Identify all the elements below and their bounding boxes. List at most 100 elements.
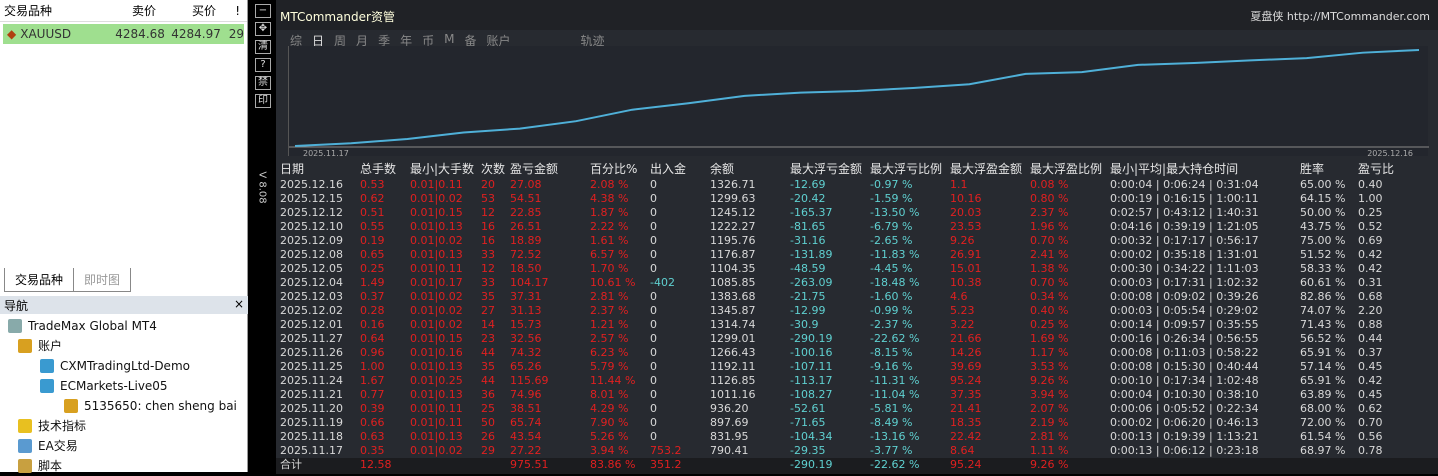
server-icon [40,379,54,393]
cell: 35 [481,290,495,303]
cell: 0 [650,430,657,443]
cell: 26 [481,430,495,443]
toolbar-button[interactable]: ✥ [255,22,271,36]
col-ask[interactable]: 买价 [191,4,216,18]
period-tab[interactable]: 备 [464,34,477,48]
table-row: 2025.12.05 0.25 0.01|0.11 12 18.50 1.70 % 0 110… [276,262,1438,276]
close-icon[interactable]: × [233,297,244,311]
cell: 18.35 [950,416,982,429]
cell: 0.69 [1358,234,1383,247]
tab-symbols[interactable]: 交易品种 [4,268,75,292]
cell: 0 [650,346,657,359]
cell: 15.01 [950,262,982,275]
nav-item[interactable]: 5135650: chen sheng bai [0,396,248,416]
cell: 6.23 % [590,346,629,359]
nav-item[interactable]: 技术指标 [0,416,248,436]
cell: -290.19 [790,332,833,345]
nav-item[interactable]: EA交易 [0,436,248,456]
cell: 0.01|0.11 [410,416,463,429]
cell: 0.53 [360,178,385,191]
cell: 0 [650,178,657,191]
cell: 0.25 % [1030,318,1069,331]
period-tab[interactable]: 账户 [486,34,511,48]
cell: 1.21 % [590,318,629,331]
cell: -81.65 [790,220,826,233]
toolbar-button[interactable]: − [255,4,271,18]
spread: 29 [228,27,244,41]
toolbar-button[interactable]: 禁 [255,76,271,90]
cell: 0.63 [360,430,385,443]
cell: 0:00:10 | 0:17:34 | 1:02:48 [1110,374,1259,387]
toolbar-button[interactable]: ? [255,58,271,72]
cell: 31.13 [510,304,542,317]
cell: 最小|大手数 [410,162,475,176]
col-spread[interactable]: ! [235,3,240,18]
nav-item[interactable]: 脚本 [0,456,248,476]
cell: 0:00:04 | 0:06:24 | 0:31:04 [1110,178,1259,191]
cell: 0.77 [360,388,385,401]
cell: 20.03 [950,206,982,219]
cell: 14.26 [950,346,982,359]
cell: 1176.87 [710,248,756,261]
cell: 44 [481,374,495,387]
cell: 15.73 [510,318,542,331]
cell: 0:00:16 | 0:26:34 | 0:56:55 [1110,332,1259,345]
cell: 2025.12.04 [280,276,343,289]
period-tab[interactable]: 季 [378,34,391,48]
cell: -1.60 % [870,290,913,303]
cell: -0.99 % [870,304,913,317]
cell: 0.01|0.13 [410,360,463,373]
cell: 2.08 % [590,178,629,191]
cell: 21.41 [950,402,982,415]
cell: 2025.12.02 [280,304,343,317]
nav-item[interactable]: 账户 [0,336,248,356]
cell: 7.90 % [590,416,629,429]
toolbar-button[interactable]: 清 [255,40,271,54]
cell: 4.6 [950,290,968,303]
cell: 33 [481,276,495,289]
cell: 74.07 % [1300,304,1346,317]
nav-item[interactable]: TradeMax Global MT4 [0,316,248,336]
cell: -29.35 [790,444,826,457]
cell: 0.01|0.15 [410,206,463,219]
cell: 1.1 [950,178,968,191]
cell: 0.08 % [1030,178,1069,191]
cell: -12.69 [790,178,826,191]
cell: 盈亏比 [1358,162,1395,176]
cell: 0.37 [1358,346,1383,359]
cell: 0.01|0.02 [410,304,463,317]
cell: -5.81 % [870,402,913,415]
cell: 3.94 % [1030,388,1069,401]
col-symbol[interactable]: 交易品种 [4,4,53,18]
nav-item[interactable]: ECMarkets-Live05 [0,376,248,396]
period-tab[interactable]: 月 [356,34,369,48]
period-tab[interactable]: 轨迹 [580,34,605,48]
cell: 2025.12.16 [280,178,343,191]
cell: -1.59 % [870,192,913,205]
toolbar-button[interactable]: 印 [255,94,271,108]
col-bid[interactable]: 卖价 [131,4,156,18]
symbol: XAUUSD [20,27,72,41]
cell: 0.55 [360,220,385,233]
cell: 0.16 [360,318,385,331]
cell: -6.79 % [870,220,913,233]
cell: 2025.11.17 [280,444,343,457]
period-tab[interactable]: M [444,32,455,46]
cell: 5.79 % [590,360,629,373]
cell: 23.53 [950,220,982,233]
cell: 22.42 [950,430,982,443]
cell: 115.69 [510,374,549,387]
period-tab[interactable]: 年 [400,34,413,48]
cell: 12 [481,206,495,219]
cell: 75.00 % [1300,234,1346,247]
period-tab[interactable]: 周 [334,34,347,48]
tab-charts[interactable]: 即时图 [74,268,132,292]
cell: 最大浮亏比例 [870,162,943,176]
nav-item[interactable]: CXMTradingLtd-Demo [0,356,248,376]
symbol-row[interactable]: ◆ XAUUSD 4284.68 4284.97 29 [3,24,244,44]
cell: 18.89 [510,234,542,247]
period-tab[interactable]: 日 [312,34,325,48]
period-tab[interactable]: 币 [422,34,435,48]
brand-link[interactable]: 夏盘侠 http://MTCommander.com [1250,10,1430,23]
period-tab[interactable]: 综 [290,34,303,48]
